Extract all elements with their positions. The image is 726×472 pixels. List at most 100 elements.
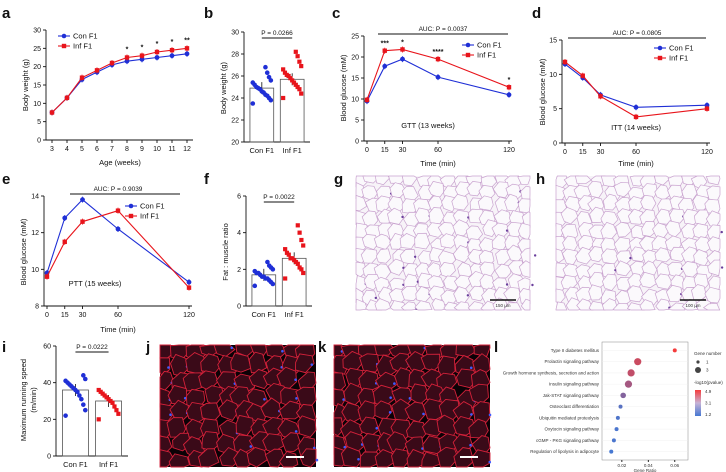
nucleus (413, 255, 417, 258)
muscle-fiber (278, 450, 299, 468)
data-point-con (184, 51, 190, 57)
panel-label-e: e (2, 171, 10, 188)
adipocyte-cell (641, 221, 657, 237)
y-tick-label: 0 (237, 304, 241, 311)
nucleus (720, 266, 724, 269)
adipocyte-cell (469, 285, 486, 302)
muscle-fiber (295, 353, 315, 374)
dapi-nucleus (357, 457, 360, 461)
adipocyte-cell (616, 208, 633, 224)
data-point-con (263, 64, 268, 70)
dapi-nucleus (388, 411, 392, 414)
data-point-inf (400, 47, 405, 52)
pathway-dot (620, 392, 626, 399)
dapi-nucleus (263, 397, 266, 401)
significance-star: * (508, 77, 511, 84)
x-tick-label: 8 (125, 146, 129, 153)
y-tick-label: 60 (43, 344, 51, 351)
muscle-fiber (200, 402, 221, 422)
adipocyte-cell (517, 175, 531, 185)
pathway-dot (624, 380, 633, 388)
adipocyte-cell (626, 285, 644, 303)
y-axis-label-line1: Maximum running speed (19, 359, 28, 441)
series-line-con (564, 63, 708, 108)
adipocyte-cell (431, 298, 447, 311)
data-point-inf (297, 265, 302, 270)
panel-label-h: h (536, 171, 545, 188)
data-point-con (82, 376, 88, 382)
x-category-inf: Inf F1 (99, 460, 118, 469)
data-point-inf (295, 84, 300, 90)
data-point-inf (139, 53, 145, 58)
dapi-nucleus (183, 396, 187, 400)
y-tick-label: 20 (33, 64, 41, 71)
adipocyte-cell (704, 286, 721, 304)
dapi-nucleus (310, 363, 314, 366)
y-tick-label: 2 (237, 267, 241, 274)
adipocyte-cell (613, 182, 632, 198)
x-axis-label: Age (weeks) (99, 158, 141, 167)
adipocyte-cell (451, 193, 469, 211)
muscle-fiber (246, 446, 268, 468)
data-point-con (81, 373, 86, 378)
series-line-con (51, 53, 188, 113)
dapi-nucleus (488, 460, 492, 464)
y-tick-label: 10 (33, 101, 41, 108)
y-tick-label: 5 (37, 119, 41, 126)
x-tick-label: 120 (503, 147, 515, 154)
y-axis-label: Blood glucose (mM) (339, 54, 348, 121)
x-tick-label: 120 (701, 149, 713, 156)
adipocyte-cell (615, 221, 632, 238)
adipocyte-cell (655, 298, 672, 311)
pathway-label: Growth hormone synthesis, secretion and … (503, 370, 600, 375)
pathway-dot (615, 415, 620, 420)
data-point-inf (297, 230, 302, 235)
y-tick-label: 25 (351, 34, 359, 41)
muscle-fiber (197, 448, 220, 468)
series-line-inf (51, 47, 188, 113)
y-tick-label: 0 (553, 141, 557, 148)
adipocyte-cell (443, 275, 459, 292)
data-point-con (124, 58, 130, 64)
data-point-inf (293, 82, 298, 87)
x-tick-label: 12 (183, 146, 191, 153)
data-point-inf (299, 64, 304, 69)
data-point-inf (96, 387, 101, 393)
data-point-inf (299, 237, 304, 243)
data-point-inf (96, 417, 101, 422)
muscle-fiber (218, 399, 240, 422)
adipocyte-cell (477, 195, 494, 211)
data-point-con (250, 101, 256, 106)
adipocyte-cell (694, 236, 713, 253)
adipocyte-cell (517, 198, 531, 214)
dapi-nucleus (315, 458, 319, 462)
adipocyte-cell (452, 245, 471, 263)
data-point-inf (184, 46, 190, 51)
x-tick-label: 3 (50, 146, 54, 153)
data-point-inf (115, 208, 121, 213)
panel-g: g 150 µm (334, 171, 537, 311)
x-tick-label: 30 (597, 149, 605, 156)
data-point-con (382, 63, 388, 69)
muscle-fiber (281, 432, 303, 453)
adipocyte-cell (414, 232, 431, 250)
x-axis-label: Gene Ratio (634, 468, 657, 472)
y-tick-label: 40 (43, 380, 51, 387)
nucleus (374, 296, 377, 300)
dapi-nucleus (375, 426, 379, 430)
significance-star: * (401, 39, 404, 46)
x-category-inf: Inf F1 (285, 310, 304, 319)
x-tick-label: 10 (153, 146, 161, 153)
data-point-con (704, 102, 710, 108)
data-point-inf (288, 76, 293, 81)
data-point-con (79, 396, 84, 402)
adipocyte-cell (707, 259, 721, 277)
pathway-label: Type II diabetes mellitus (551, 348, 600, 353)
legend-size-label: 1 (706, 360, 709, 365)
y-tick-label: 20 (351, 55, 359, 62)
scale-bar-label: 100 µm (685, 303, 700, 308)
data-point-inf (80, 219, 85, 224)
adipocyte-cell (520, 298, 531, 311)
y-tick-label: 15 (33, 83, 41, 90)
